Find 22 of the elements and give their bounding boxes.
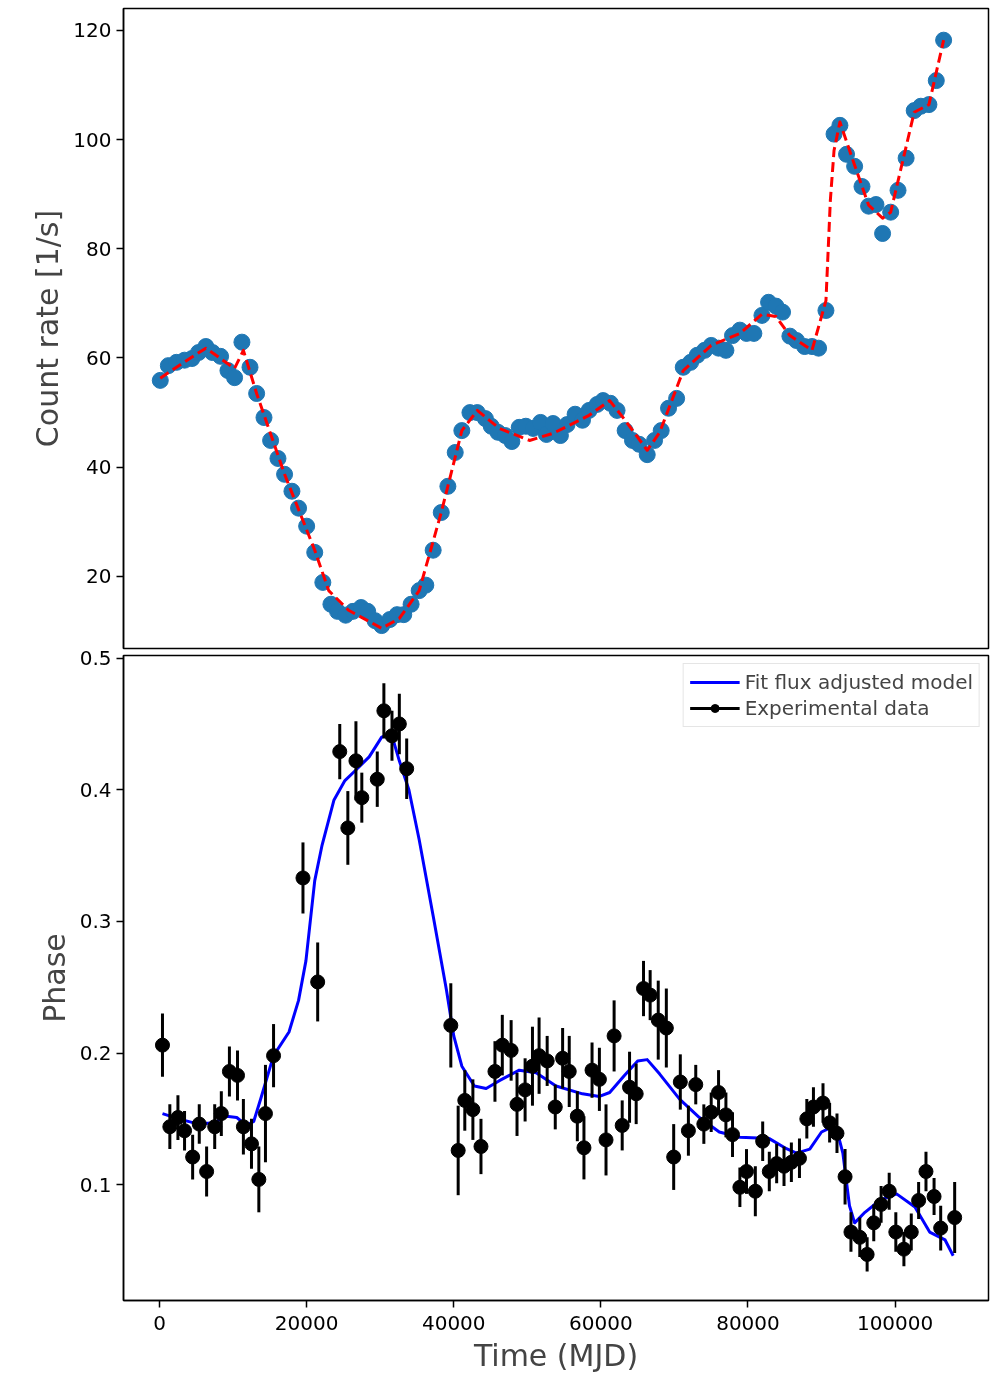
y-tick-label: 0.2	[79, 1041, 112, 1066]
y-axis-title: Phase	[36, 933, 72, 1023]
x-tick-label: 40000	[421, 1310, 486, 1335]
legend-label: Fit flux adjusted model	[744, 670, 973, 694]
x-axis-title: Time (MJD)	[472, 1337, 639, 1373]
y-axis-title: Count rate [1/s]	[30, 209, 66, 448]
y-tick-label: 60	[86, 345, 112, 370]
legend-label: Experimental data	[744, 696, 930, 720]
x-tick-label: 0	[153, 1310, 166, 1335]
y-tick-label: 80	[86, 236, 112, 261]
y-tick-label: 0.5	[79, 646, 112, 671]
x-tick-label: 100000	[856, 1310, 934, 1335]
y-tick-label: 100	[73, 127, 112, 152]
y-tick-label: 0.1	[79, 1172, 112, 1197]
x-tick-label: 20000	[274, 1310, 339, 1335]
x-tick-label: 60000	[569, 1310, 633, 1335]
y-tick-label: 40	[86, 455, 112, 480]
x-tick-label: 80000	[716, 1310, 780, 1335]
y-tick-label: 0.4	[79, 777, 112, 802]
y-tick-label: 0.3	[79, 909, 112, 934]
y-tick-label: 20	[86, 564, 112, 589]
y-tick-label: 120	[73, 18, 112, 43]
